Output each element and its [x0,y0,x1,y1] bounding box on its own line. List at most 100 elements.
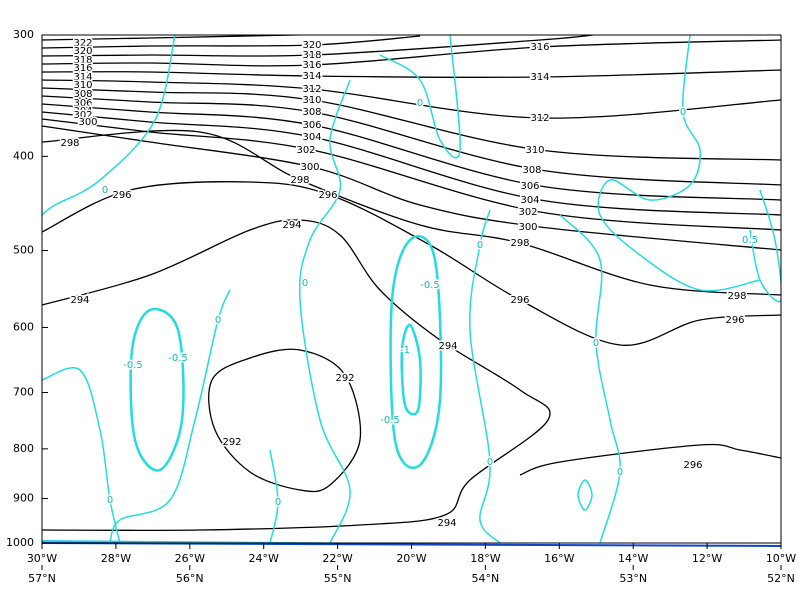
contour-line [42,125,781,251]
contour-label: 0 [617,467,623,478]
contour-line [42,35,421,49]
y-tick-label: 500 [13,244,34,257]
contour-label: 298 [290,175,309,186]
contour-label: 304 [73,106,92,117]
contour-label: 306 [520,181,539,192]
contour-label: 302 [73,110,92,121]
x-tick-label: 26°W [175,552,205,565]
contour-line [42,35,598,57]
x2-tick-label: 54°N [472,572,500,585]
contour-label: 318 [302,50,321,61]
x2-tick-label: 56°N [176,572,204,585]
x-tick-label: 28°W [101,552,131,565]
y-tick-label: 1000 [6,536,34,549]
contour-line [42,35,324,41]
contour-label: 318 [73,55,92,66]
contour-label: 312 [530,113,549,124]
y-tick-label: 700 [13,386,34,399]
contour-line [597,35,761,292]
contour-line [109,289,231,543]
contour-line [42,35,176,216]
contour-label: 0 [107,495,113,506]
x-tick-label: 30°W [27,552,57,565]
contour-label: 0 [102,185,108,196]
contour-line [42,79,781,119]
x-tick-label: 18°W [470,552,500,565]
contour-label: 300 [518,222,537,233]
contour-label: 294 [438,341,457,352]
contour-line [42,103,781,201]
contour-label: 306 [302,120,321,131]
contour-line [519,443,781,476]
contour-line [208,348,362,493]
contour-line [42,111,781,216]
contour-label: 300 [300,162,319,173]
contour-label: 308 [522,165,541,176]
x-tick-label: 14°W [618,552,648,565]
contour-label: 0.5 [742,235,758,246]
contour-line [559,214,621,543]
contour-line [42,118,781,231]
x-tick-label: 12°W [692,552,722,565]
contour-line [42,39,781,67]
contour-label: 310 [73,80,92,91]
contour-label: 316 [73,63,92,74]
x-tick-label: 24°W [249,552,279,565]
contour-label: 310 [302,95,321,106]
contour-label: 304 [520,195,539,206]
y-tick-label: 300 [13,28,34,41]
contour-label: 0 [417,98,423,109]
contour-label: 296 [510,295,529,306]
contour-label: 314 [73,72,92,83]
contour-label: 314 [302,71,321,82]
contour-label: 298 [510,238,529,249]
x-tick-label: 10°W [766,552,796,565]
contour-label: 316 [302,60,321,71]
contour-label: 296 [112,190,131,201]
contour-line [389,235,443,470]
contour-line [577,479,593,511]
contour-label: -0.5 [380,415,400,426]
contour-label: 308 [73,89,92,100]
contour-label: 298 [60,138,79,149]
contour-line [42,69,781,79]
contour-label: 314 [530,72,549,83]
contour-line [129,307,185,472]
contour-line [42,219,551,532]
contour-label: 0 [593,338,599,349]
y-tick-label: 400 [13,149,34,162]
contour-label: 312 [302,84,321,95]
x-tick-label: 16°W [544,552,574,565]
contour-line [379,35,461,159]
contour-label: 296 [725,315,744,326]
y-tick-label: 600 [13,320,34,333]
x2-tick-label: 55°N [324,572,352,585]
contour-label: 0 [302,278,308,289]
contour-layer [42,35,781,543]
contour-label: 322 [73,38,92,49]
axes: 300 400 500 600 700 800 900 1000 30°W 28°W 26°W 24°… [6,28,796,585]
x-tick-label: 22°W [322,552,352,565]
contour-label: 294 [70,295,89,306]
contour-line [469,209,501,543]
terrain [42,540,412,543]
contour-line [42,87,781,161]
contour-line [298,79,351,543]
x2-tick-label: 53°N [619,572,647,585]
contour-label: 310 [525,145,544,156]
contour-line [400,323,422,416]
contour-label: 302 [296,145,315,156]
contour-label: -0.5 [420,280,440,291]
contour-line [269,449,279,543]
contour-label: -0.5 [168,353,188,364]
contour-label: 306 [73,98,92,109]
contour-label: 300 [78,117,97,128]
contour-label: 298 [727,291,746,302]
contour-label: 308 [302,107,321,118]
contour-label: 0 [275,497,281,508]
contour-label: 294 [437,518,456,529]
contour-label: 294 [282,220,301,231]
contour-line [749,189,781,303]
